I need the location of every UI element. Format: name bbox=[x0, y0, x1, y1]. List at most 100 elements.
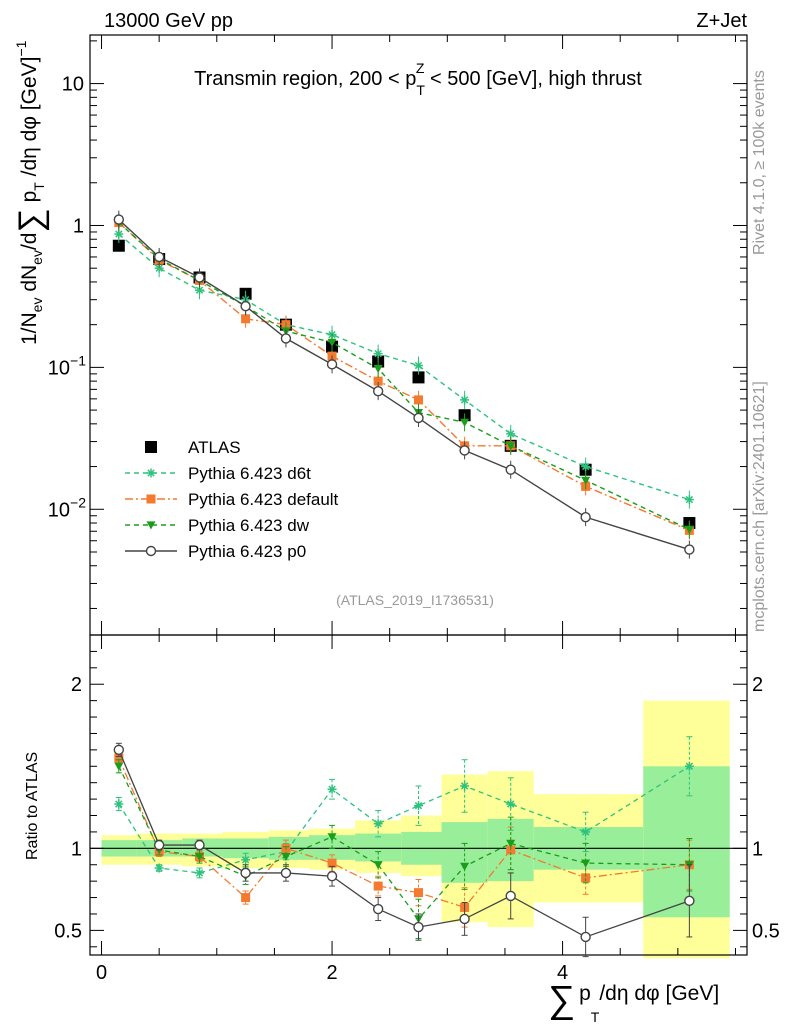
main-point bbox=[280, 333, 292, 344]
ratio-point bbox=[195, 868, 204, 878]
title-part-b: < 500 [GeV], high thrust bbox=[424, 68, 642, 90]
ratio-point bbox=[114, 762, 124, 771]
ratio-point bbox=[194, 839, 205, 851]
main-point bbox=[194, 272, 205, 283]
ratio-point bbox=[459, 913, 470, 925]
ratio-point bbox=[373, 861, 383, 870]
main-point bbox=[241, 314, 251, 324]
x-tick-label-2: 4 bbox=[557, 962, 568, 984]
ratio-point bbox=[506, 799, 516, 809]
legend-label: Pythia 6.423 p0 bbox=[188, 542, 306, 561]
band-inner-11 bbox=[643, 766, 730, 918]
ratio-point bbox=[373, 881, 383, 891]
ratio-y-label: Ratio to ATLAS bbox=[24, 752, 41, 860]
ratio-point bbox=[280, 867, 292, 879]
main-y-tick-label-3: 10 bbox=[62, 74, 84, 96]
main-line bbox=[118, 233, 690, 501]
main-y-tick-label-2: 1 bbox=[73, 215, 84, 237]
main-point bbox=[460, 395, 470, 405]
legend-marker bbox=[145, 545, 157, 557]
ratio-y-tick-label-right-0: 0.5 bbox=[752, 920, 780, 942]
ratio-point bbox=[114, 799, 124, 809]
main-y-tick-label-1: 10−1 bbox=[48, 352, 86, 379]
ratio-point bbox=[240, 867, 251, 879]
x-label-sum: ∑ bbox=[548, 979, 575, 1021]
main-point bbox=[459, 445, 470, 456]
ratio-point bbox=[327, 858, 337, 868]
main-point bbox=[412, 371, 425, 384]
ratio-point bbox=[154, 863, 164, 873]
legend-item: Pythia 6.423 default bbox=[125, 490, 339, 509]
main-panel: 10−2 10−1 1 10 0 2 4 0.5 0.5 1 1 2 2 ATLAS Pythia 6.42… bbox=[48, 34, 780, 984]
main-title: Transmin region, 200 < pTZ < 500 [GeV], … bbox=[194, 60, 642, 98]
legend: ATLAS Pythia 6.423 d6t Pythia 6.423 defaul… bbox=[125, 438, 339, 561]
ratio-point bbox=[414, 801, 423, 811]
ratio-series-pythia-6-423-p0 bbox=[113, 742, 695, 958]
ratio-y-tick-label-right-1: 1 bbox=[752, 838, 763, 860]
main-point bbox=[684, 544, 695, 555]
ratio-line bbox=[118, 765, 690, 920]
main-y-axis-label: 1/Nev dNev/d∑ pT /dη dφ [GeV]−1 bbox=[12, 40, 50, 345]
ratio-point bbox=[460, 862, 470, 871]
x-label-p: p bbox=[579, 982, 591, 1005]
legend-label: Pythia 6.423 d6t bbox=[188, 464, 311, 483]
main-point bbox=[326, 359, 338, 370]
legend-item: Pythia 6.423 dw bbox=[125, 516, 310, 535]
legend-marker bbox=[146, 494, 156, 504]
main-point bbox=[506, 442, 516, 451]
ratio-frame bbox=[89, 634, 748, 956]
ratio-point bbox=[414, 888, 423, 898]
ratio-point bbox=[114, 753, 124, 763]
title-part-a: Transmin region, 200 < p bbox=[194, 68, 416, 90]
ratio-line bbox=[118, 765, 690, 874]
ratio-point bbox=[241, 855, 251, 865]
ratio-point bbox=[195, 852, 204, 862]
x-axis-label: ∑ pT/dη dφ [GeV] bbox=[548, 979, 719, 1024]
ratio-point bbox=[580, 931, 591, 943]
ratio-point bbox=[326, 871, 338, 882]
ratio-point bbox=[327, 833, 337, 842]
ratio-point bbox=[684, 895, 695, 907]
main-y-tick-label-0: 10−2 bbox=[48, 494, 86, 521]
ratio-point bbox=[113, 744, 125, 756]
main-point bbox=[506, 429, 516, 439]
main-point bbox=[327, 338, 337, 347]
ratio-point bbox=[460, 781, 470, 791]
mcplots-label: mcplots.cern.ch [arXiv:2401.10621] bbox=[751, 381, 768, 632]
x-label-sub: T bbox=[591, 1009, 600, 1024]
legend-label: Pythia 6.423 default bbox=[188, 490, 339, 509]
main-line bbox=[118, 219, 690, 551]
title-superscript: Z bbox=[416, 60, 425, 76]
main-point bbox=[372, 385, 384, 397]
ratio-point bbox=[581, 827, 591, 837]
ratio-point bbox=[505, 890, 516, 902]
ratio-point bbox=[581, 873, 591, 883]
legend-marker bbox=[146, 468, 156, 478]
main-line bbox=[118, 221, 690, 532]
ratio-point bbox=[327, 784, 337, 794]
main-point bbox=[153, 251, 165, 263]
x-tick-label-1: 2 bbox=[326, 962, 337, 984]
legend-item: ATLAS bbox=[145, 438, 241, 457]
legend-label: Pythia 6.423 dw bbox=[188, 516, 310, 535]
main-point bbox=[112, 239, 125, 252]
main-point bbox=[581, 462, 591, 472]
main-point bbox=[414, 395, 423, 405]
ratio-point bbox=[372, 903, 384, 915]
ratio-point bbox=[413, 921, 424, 933]
band-inner-8 bbox=[441, 822, 488, 883]
analysis-annotation: (ATLAS_2019_I1736531) bbox=[336, 592, 494, 608]
main-point bbox=[113, 214, 125, 225]
main-point bbox=[114, 229, 124, 239]
main-point bbox=[684, 495, 694, 505]
ratio-point bbox=[153, 839, 165, 851]
legend-item: Pythia 6.423 p0 bbox=[125, 542, 306, 561]
ratio-y-tick-label-left-1: 1 bbox=[71, 838, 82, 860]
ratio-point bbox=[506, 839, 516, 848]
main-y-label-text: 1/Nev dNev/d∑ pT /dη dφ [GeV]−1 bbox=[12, 40, 50, 345]
main-point bbox=[684, 525, 694, 535]
legend-label: ATLAS bbox=[188, 438, 241, 457]
ratio-point bbox=[581, 859, 591, 868]
ratio-y-tick-label-right-2: 2 bbox=[752, 674, 763, 696]
